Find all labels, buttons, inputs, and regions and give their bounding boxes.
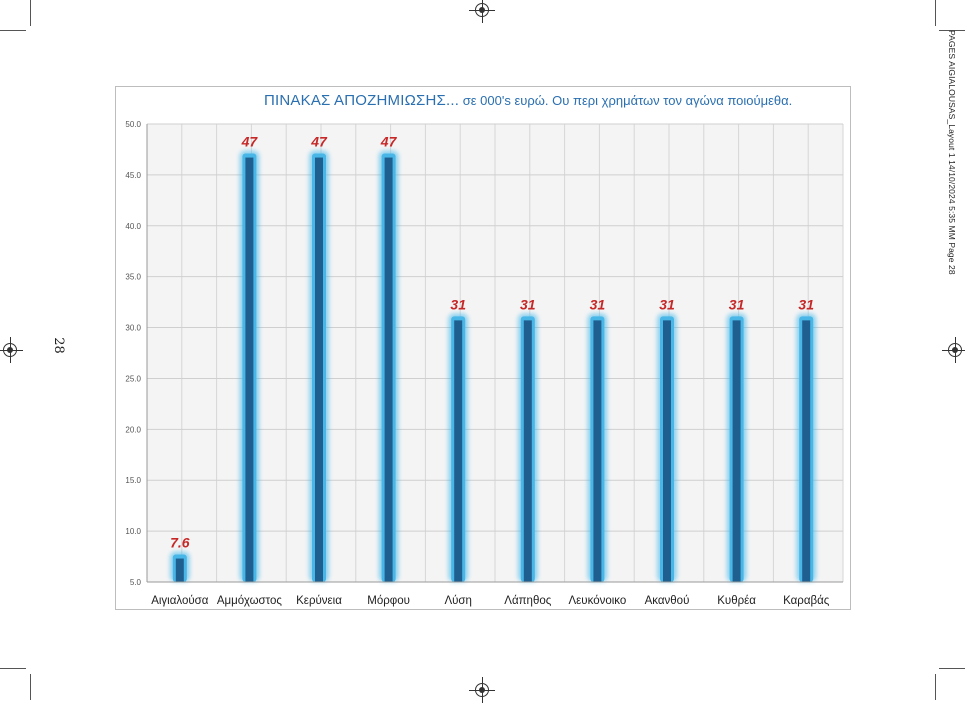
crop-mark: [939, 30, 965, 31]
y-tick-label: 50.0: [125, 120, 141, 129]
bar-10: [796, 313, 817, 582]
data-label: 31: [520, 296, 536, 312]
registration-mark-icon: [469, 677, 495, 703]
chart-title-main: ΠΙΝΑΚΑΣ ΑΠΟΖΗΜΙΩΣΗΣ...: [264, 92, 460, 109]
bars: [169, 150, 817, 583]
bar-6: [517, 313, 538, 582]
bar: [663, 320, 671, 582]
bar-4: [378, 150, 399, 583]
bar-8: [657, 313, 677, 582]
data-label: 47: [241, 134, 259, 150]
bar-1: [169, 551, 190, 582]
bar: [732, 320, 741, 582]
y-tick-label: 35.0: [125, 273, 141, 282]
crop-mark: [0, 30, 26, 31]
bar: [245, 157, 254, 583]
data-label: 31: [450, 296, 466, 312]
crop-mark: [935, 674, 936, 700]
x-tick-label: Καραβάς: [783, 595, 830, 607]
bar: [315, 157, 323, 583]
crop-mark: [0, 668, 26, 669]
chart-title-sub: σε 000's ευρώ. Ου περι χρημάτων τον αγών…: [462, 93, 793, 108]
y-tick-label: 20.0: [125, 425, 141, 434]
x-tick-label: Λύση: [444, 595, 471, 607]
chart-title: ΠΙΝΑΚΑΣ ΑΠΟΖΗΜΙΩΣΗΣ... σε 000's ευρώ. Ου…: [264, 92, 792, 109]
y-tick-label: 40.0: [125, 222, 141, 231]
registration-mark-icon: [469, 0, 495, 23]
bar: [175, 558, 184, 582]
x-axis: Αιγιαλούσα Αμμόχωστος Κερύνεια Μόρφου Λύση Λά…: [147, 581, 843, 607]
data-label: 31: [798, 296, 814, 312]
data-label: 31: [590, 296, 606, 312]
registration-mark-icon: [942, 337, 965, 363]
print-slug: PAGES AIGIALOUSAS_Layout 1 14/10/2024 5:…: [947, 30, 957, 275]
data-label: 47: [380, 134, 398, 150]
y-tick-label: 30.0: [125, 324, 141, 333]
crop-mark: [30, 674, 31, 700]
y-axis: 5.0 10.0 15.0 20.0 25.0 30.0 35.0 40.0 45.0 50.0: [125, 120, 148, 587]
x-tick-label: Μόρφου: [367, 595, 410, 607]
crop-mark: [935, 0, 936, 26]
bar: [454, 320, 463, 582]
data-label: 47: [310, 134, 328, 150]
y-tick-label: 15.0: [125, 476, 141, 485]
x-tick-label: Λάπηθος: [504, 595, 551, 607]
data-label: 31: [729, 296, 745, 312]
x-tick-label: Κυθρέα: [717, 595, 756, 607]
bar-3: [309, 150, 329, 583]
registration-mark-icon: [0, 337, 23, 363]
x-tick-label: Κερύνεια: [296, 595, 342, 607]
crop-mark: [30, 0, 31, 26]
y-tick-label: 25.0: [125, 374, 141, 383]
data-label: 7.6: [170, 535, 190, 551]
y-tick-label: 10.0: [125, 527, 141, 536]
bar: [802, 320, 811, 582]
bar-7: [587, 313, 608, 582]
bar: [593, 320, 602, 582]
x-tick-label: Αμμόχωστος: [217, 595, 283, 607]
bar-5: [448, 313, 469, 582]
data-labels: 7.6 47 47 47 31 31 31 31 31 31: [170, 134, 814, 551]
bar: [523, 320, 532, 582]
bar-2: [239, 150, 260, 583]
x-tick-label: Αιγιαλούσα: [151, 595, 209, 607]
data-label: 31: [659, 296, 675, 312]
y-tick-label: 5.0: [130, 578, 142, 587]
x-tick-label: Ακανθού: [645, 595, 690, 607]
x-tick-label: Λευκόνοικο: [568, 595, 626, 607]
crop-mark: [939, 668, 965, 669]
bar: [384, 157, 393, 583]
bar-9: [726, 313, 747, 582]
y-tick-label: 45.0: [125, 171, 141, 180]
